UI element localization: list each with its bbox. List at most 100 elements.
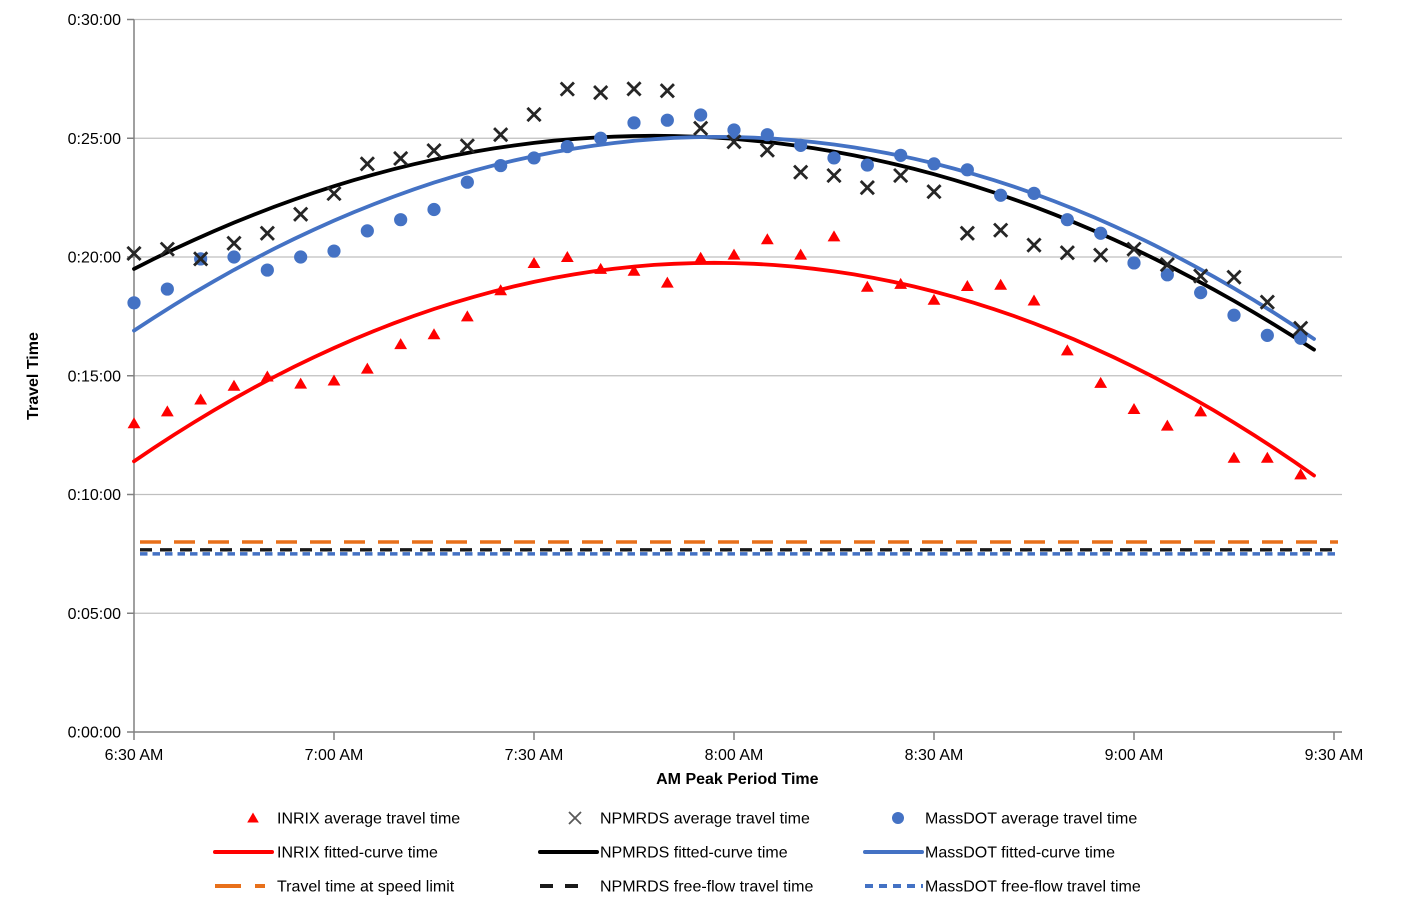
scatter-point-circle [760, 128, 774, 142]
legend-label: NPMRDS free-flow travel time [600, 879, 813, 896]
scatter-point-circle [260, 263, 274, 277]
legend-label: Travel time at speed limit [277, 879, 455, 896]
scatter-point-x [1126, 241, 1142, 257]
scatter-point-x [1159, 257, 1175, 273]
fitted-curve [132, 134, 1316, 341]
scatter-point-x [159, 241, 175, 257]
scatter-point-x [793, 164, 809, 180]
scatter-point-triangle [860, 280, 874, 292]
scatter-point-x [1193, 268, 1209, 284]
scatter-point-circle [460, 175, 474, 189]
scatter-point-triangle [960, 279, 974, 291]
scatter-point-triangle [1027, 294, 1041, 306]
scatter-point-triangle [794, 248, 808, 260]
y-tick-label: 0:05:00 [68, 606, 121, 623]
scatter-point-x [459, 138, 475, 154]
scatter-point-x [293, 206, 309, 222]
fitted-curve [132, 260, 1316, 478]
scatter-point-circle [227, 250, 241, 264]
scatter-point-circle [594, 131, 608, 145]
scatter-point-x [1059, 245, 1075, 261]
legend-label: MassDOT fitted-curve time [925, 845, 1115, 862]
y-tick-label: 0:15:00 [68, 368, 121, 385]
x-tick-label: 7:30 AM [505, 747, 564, 764]
scatter-point-circle [1027, 186, 1041, 200]
scatter-point-triangle [694, 251, 708, 263]
scatter-point-triangle [360, 362, 374, 374]
scatter-point-x [1093, 247, 1109, 263]
scatter-point-triangle [627, 264, 641, 276]
scatter-point-triangle [1260, 451, 1274, 463]
scatter-point-circle [694, 108, 708, 122]
y-tick-label: 0:10:00 [68, 487, 121, 504]
x-tick-label: 6:30 AM [105, 747, 164, 764]
scatter-point-circle [427, 202, 441, 217]
scatter-point-triangle [294, 377, 308, 389]
scatter-point-triangle [327, 374, 341, 386]
scatter-point-x [1259, 294, 1275, 310]
scatter-point-x [1226, 269, 1242, 285]
y-tick-label: 0:20:00 [68, 250, 121, 267]
x-tick-label: 9:00 AM [1105, 747, 1164, 764]
scatter-point-x [359, 156, 375, 172]
scatter-point-circle [1094, 226, 1108, 240]
scatter-point-x [826, 167, 842, 184]
scatter-point-x [326, 185, 342, 202]
scatter-point-circle [127, 296, 141, 310]
scatter-point-x [559, 81, 575, 97]
scatter-point-circle [927, 157, 941, 171]
scatter-point-triangle [927, 293, 941, 305]
legend-label: MassDOT free-flow travel time [925, 879, 1141, 896]
y-tick-label: 0:00:00 [68, 725, 121, 742]
scatter-point-circle [660, 113, 674, 127]
scatter-point-triangle [194, 393, 208, 405]
scatter-point-triangle [427, 328, 441, 340]
scatter-point-triangle [827, 230, 841, 242]
fitted-curve [132, 133, 1316, 352]
y-axis-title: Travel Time [25, 332, 42, 420]
scatter-point-circle [627, 116, 641, 130]
scatter-point-x [393, 150, 409, 167]
scatter-point-circle [360, 224, 374, 238]
legend-label: MassDOT average travel time [925, 811, 1137, 828]
scatter-point-circle [1294, 331, 1308, 345]
scatter-point-triangle [660, 276, 674, 288]
scatter-point-x [659, 83, 675, 99]
scatter-point-x [893, 167, 909, 184]
scatter-point-triangle [560, 251, 574, 262]
scatter-point-circle [494, 158, 508, 173]
scatter-point-circle [294, 250, 308, 264]
scatter-point-circle [1194, 286, 1208, 300]
scatter-point-x [1293, 320, 1309, 336]
scatter-point-triangle [1227, 451, 1241, 463]
scatter-point-x [1026, 237, 1042, 253]
scatter-point-x [193, 251, 209, 267]
scatter-point-triangle [594, 262, 608, 274]
scatter-point-triangle [1294, 468, 1308, 480]
legend-label: NPMRDS fitted-curve time [600, 845, 788, 862]
scatter-point-triangle [127, 417, 141, 429]
scatter-point-triangle [1060, 344, 1074, 356]
scatter-point-circle [960, 163, 974, 177]
scatter-point-x [759, 142, 775, 158]
scatter-point-x [226, 235, 242, 251]
scatter-point-triangle [460, 310, 474, 322]
scatter-point-x [993, 222, 1009, 238]
scatter-point-triangle [494, 284, 508, 296]
x-tick-label: 8:30 AM [905, 747, 964, 764]
scatter-point-x [626, 81, 642, 97]
scatter-point-triangle [227, 379, 241, 391]
scatter-point-triangle [727, 248, 741, 260]
x-tick-label: 8:00 AM [705, 747, 764, 764]
scatter-point-circle [860, 158, 874, 172]
scatter-point-triangle [1127, 403, 1141, 414]
legend-circle-icon [892, 812, 904, 824]
scatter-point-circle [994, 188, 1008, 202]
y-tick-label: 0:25:00 [68, 131, 121, 148]
scatter-point-x [126, 245, 142, 262]
scatter-point-circle [394, 213, 408, 227]
scatter-point-triangle [160, 405, 174, 417]
x-axis-title: AM Peak Period Time [656, 771, 819, 788]
